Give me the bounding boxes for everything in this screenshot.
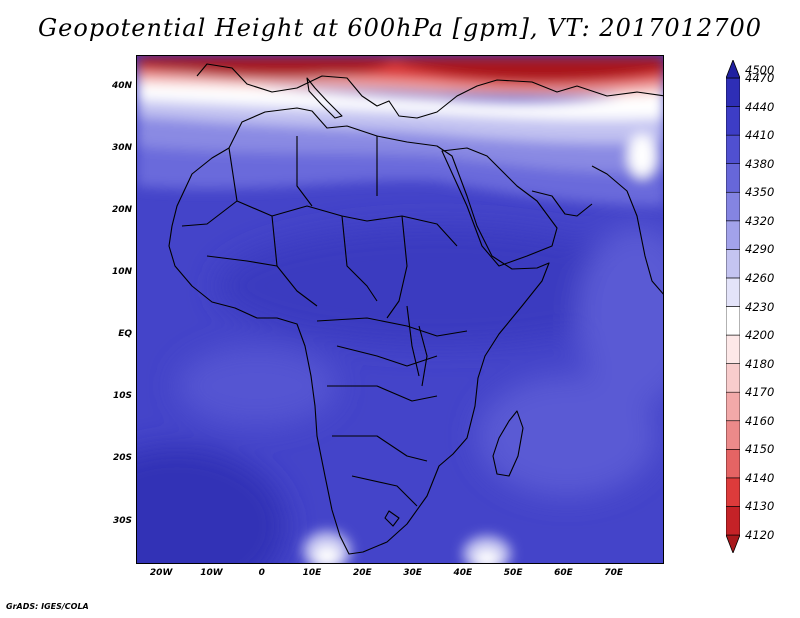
legend-level-label: 4200 [745,328,775,343]
latitude-label: EQ [118,329,132,340]
longitude-label: 30E [403,568,422,578]
legend-level-label: 4260 [745,270,775,285]
longitude-label: 0 [258,568,265,578]
longitude-label: 10E [302,568,322,578]
legend-swatch [726,391,740,422]
map-frame [136,55,664,564]
legend-level-label: 4180 [745,356,775,371]
longitude-label: 20W [149,568,173,578]
legend-swatch [726,477,740,507]
legend-level-label: 4120 [745,528,775,542]
latitude-label: 20N [111,205,132,216]
height-field-map [137,56,663,563]
legend-level-label: 4170 [745,385,775,400]
longitude-label: 60E [554,568,573,578]
legend-level-label: 4440 [745,99,775,114]
legend-swatch [726,277,740,307]
legend-level-label: 4410 [745,128,775,143]
latitude-label: 20S [112,453,132,464]
legend-swatch [726,449,740,479]
shaded-field [137,56,663,563]
longitude-label: 40E [453,568,473,578]
latitude-label: 30N [111,143,132,154]
legend-level-label: 4150 [745,442,775,457]
legend-level-label: 4350 [745,185,775,200]
legend-level-label: 4380 [745,156,775,171]
longitude-label: 70E [604,568,624,578]
legend-level-label: 4160 [745,413,775,428]
legend-swatch [726,220,740,250]
legend-swatch [726,134,740,164]
legend-swatch [726,249,740,279]
legend-swatch [726,191,740,222]
longitude-label: 20E [352,568,372,578]
legend-swatch [726,363,740,393]
legend-level-label: 4320 [745,213,775,228]
chart-title: Geopotential Height at 600hPa [gpm], VT:… [38,14,762,42]
longitude-label: 50E [503,568,523,578]
color-legend-bar [726,60,740,553]
legend-swatch [726,163,740,193]
latitude-label: 10S [112,391,132,402]
latitude-label: 10N [111,267,132,278]
legend-swatch [726,506,740,536]
legend-level-label: 4290 [745,242,775,257]
latitude-label: 30S [112,515,132,526]
coastline-outline [168,63,663,555]
legend-swatch [726,420,740,450]
legend-level-label: 4130 [745,499,775,514]
legend-swatch [726,334,740,364]
legend-level-label: 4470 [745,71,775,85]
legend-swatch [726,106,740,136]
legend-level-label: 4230 [745,299,775,314]
legend-level-label: 4500 [745,62,775,77]
software-credit: GrADS: IGES/COLA [6,602,89,611]
legend-swatch [726,60,740,79]
legend-swatch [726,534,740,553]
legend-swatch [726,306,740,336]
legend-swatch [726,77,740,107]
longitude-label: 10W [200,568,223,578]
latitude-label: 40N [111,81,132,92]
legend-level-label: 4140 [745,470,775,485]
